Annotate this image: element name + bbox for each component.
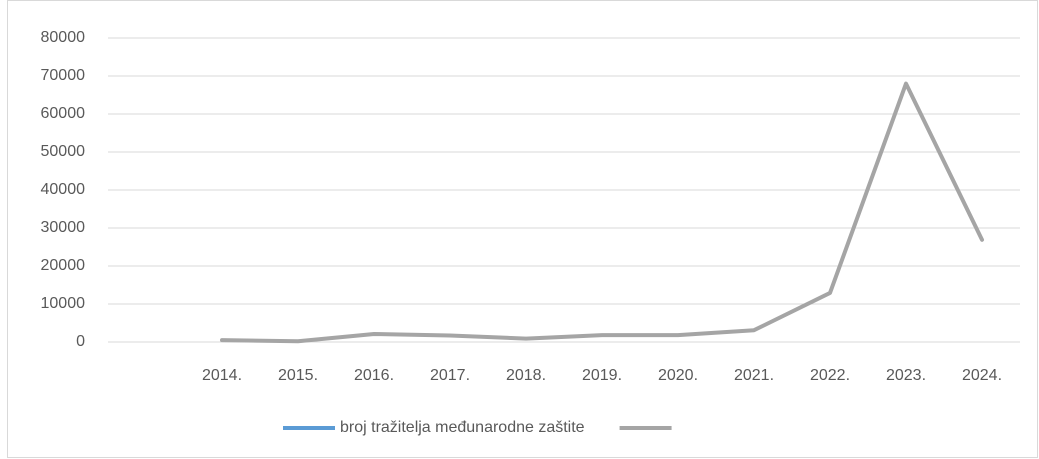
x-tick-label: 2015. [278, 367, 318, 384]
x-tick-label: 2019. [582, 367, 622, 384]
y-tick-label: 80000 [41, 29, 86, 46]
y-tick-label: 30000 [41, 219, 86, 236]
y-tick-label: 20000 [41, 257, 86, 274]
x-tick-label: 2018. [506, 367, 546, 384]
x-tick-label: 2021. [734, 367, 774, 384]
chart-frame [7, 0, 1038, 458]
y-tick-label: 50000 [41, 143, 86, 160]
x-tick-label: 2020. [658, 367, 698, 384]
y-tick-label: 0 [76, 333, 85, 350]
y-tick-label: 10000 [41, 295, 86, 312]
x-tick-label: 2016. [354, 367, 394, 384]
x-tick-label: 2014. [202, 367, 242, 384]
y-tick-label: 40000 [41, 181, 86, 198]
x-tick-label: 2023. [886, 367, 926, 384]
x-tick-label: 2024. [962, 367, 1002, 384]
series-line [220, 81, 984, 344]
x-tick-label: 2022. [810, 367, 850, 384]
y-tick-label: 70000 [41, 67, 86, 84]
x-tick-label: 2017. [430, 367, 470, 384]
y-tick-label: 60000 [41, 105, 86, 122]
legend-label: broj tražitelja međunarodne zaštite [340, 419, 585, 436]
